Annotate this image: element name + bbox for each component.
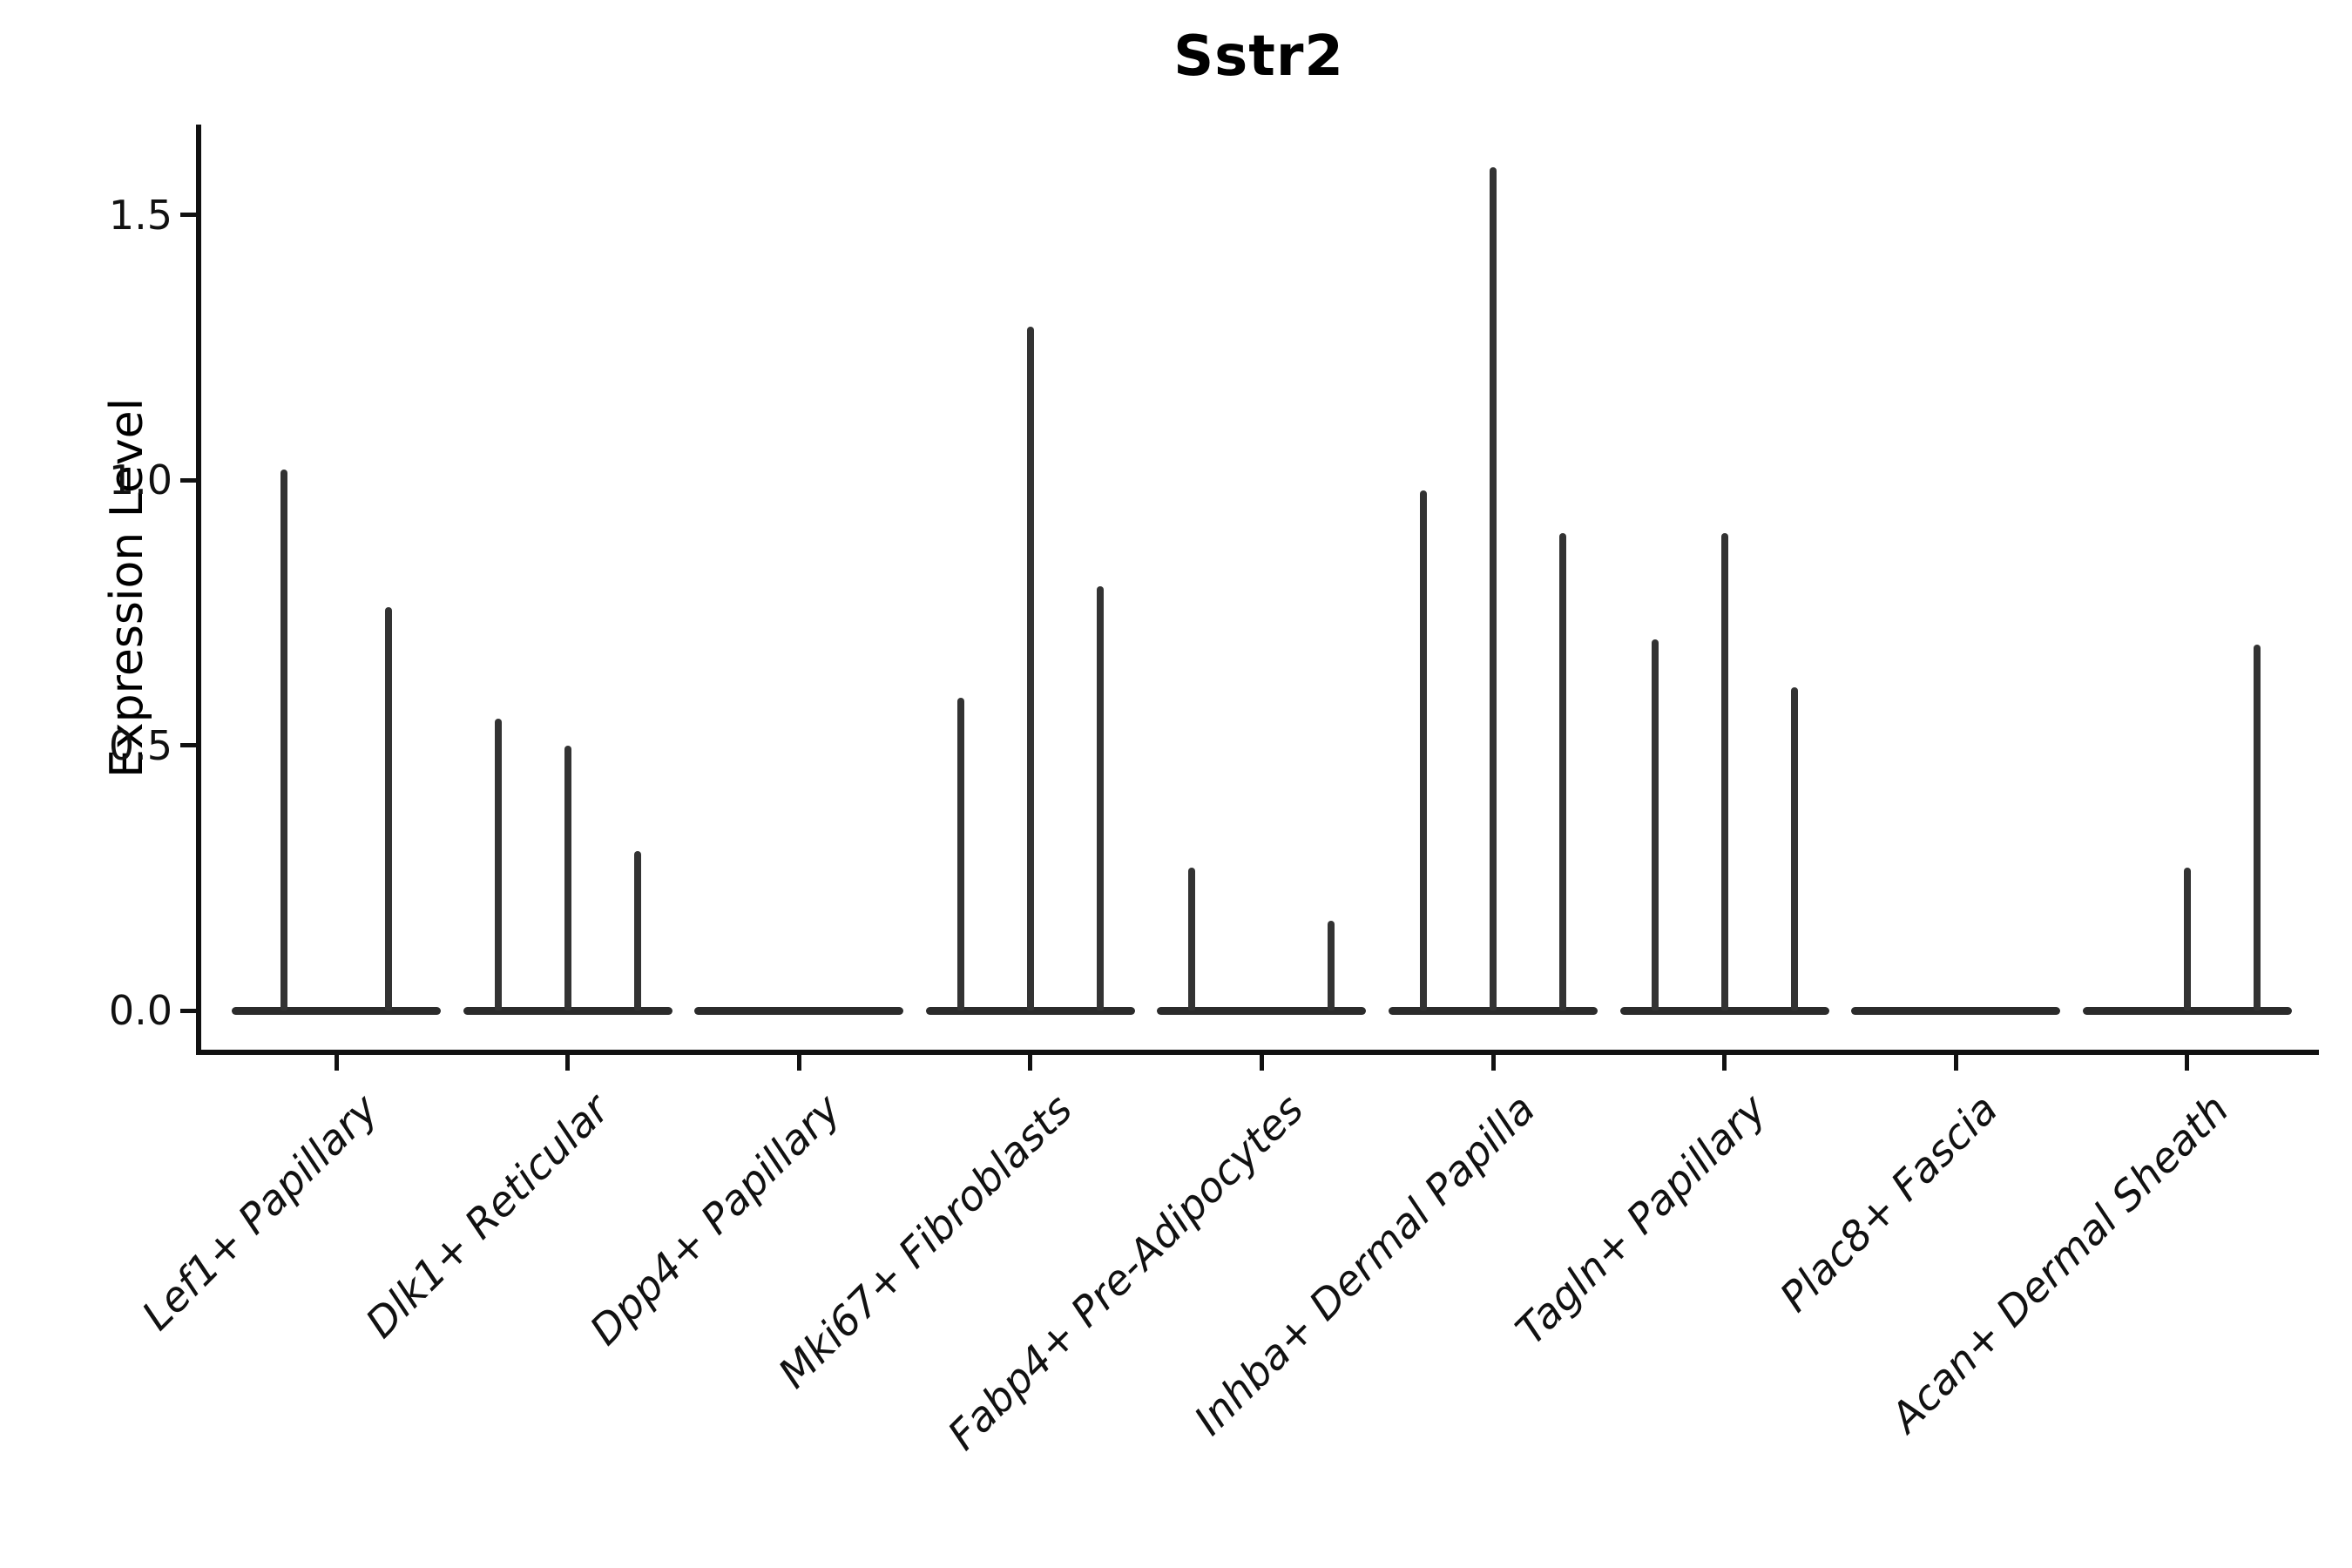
violin-spike: [1026, 326, 1034, 1010]
violin-baseline: [232, 1006, 441, 1015]
violin-baseline: [694, 1006, 904, 1015]
y-tick-label: 0.0: [108, 987, 172, 1034]
x-category-label: Plac8+ Fascia: [1771, 1085, 2008, 1322]
x-tick-mark: [796, 1055, 801, 1071]
y-tick-mark: [180, 477, 196, 483]
violin-baseline: [463, 1006, 672, 1015]
violin-spike: [1188, 867, 1196, 1010]
violin-spike: [633, 851, 641, 1010]
violin-spike: [1328, 920, 1335, 1010]
chart-title: Sstr2: [1173, 24, 1344, 89]
y-axis-spine: [196, 125, 201, 1055]
violin-spike: [385, 607, 392, 1010]
violin-spike: [2253, 644, 2261, 1010]
y-tick-mark: [180, 213, 196, 218]
x-tick-mark: [1722, 1055, 1727, 1071]
x-tick-mark: [334, 1055, 339, 1071]
violin-spike: [2183, 867, 2191, 1010]
y-tick-mark: [180, 1008, 196, 1013]
y-tick-label: 1.0: [108, 456, 172, 504]
x-tick-mark: [2185, 1055, 2190, 1071]
violin-baseline: [1851, 1006, 2061, 1015]
y-tick-label: 1.5: [108, 191, 172, 239]
violin-spike: [1490, 167, 1497, 1010]
x-axis-spine: [196, 1050, 2319, 1055]
y-tick-mark: [180, 743, 196, 748]
violin-baseline: [1157, 1006, 1367, 1015]
violin-spike: [564, 745, 571, 1010]
x-tick-mark: [1490, 1055, 1496, 1071]
violin-spike: [1651, 639, 1659, 1010]
x-category-label: Tagln+ Papillary: [1506, 1085, 1776, 1355]
x-tick-mark: [565, 1055, 571, 1071]
violin-spike: [956, 697, 964, 1010]
violin-spike: [1096, 586, 1104, 1010]
x-category-label: Lef1+ Papillary: [132, 1085, 388, 1341]
violin-baseline: [2082, 1006, 2292, 1015]
violin-spike: [1559, 533, 1566, 1010]
x-tick-mark: [1953, 1055, 1958, 1071]
violin-spike: [280, 470, 287, 1010]
violin-baseline: [1619, 1006, 1829, 1015]
violin-spike: [1420, 490, 1427, 1010]
x-tick-mark: [1028, 1055, 1033, 1071]
y-tick-label: 0.5: [108, 721, 172, 769]
x-tick-mark: [1259, 1055, 1264, 1071]
violin-baseline: [925, 1006, 1135, 1015]
violin-spike: [494, 719, 502, 1010]
x-category-label: Dpp4+ Papillary: [580, 1085, 851, 1355]
violin-baseline: [1389, 1006, 1598, 1015]
x-category-label: Dlk1+ Reticular: [356, 1085, 619, 1348]
violin-spike: [1720, 533, 1728, 1010]
violin-spike: [1790, 686, 1798, 1010]
